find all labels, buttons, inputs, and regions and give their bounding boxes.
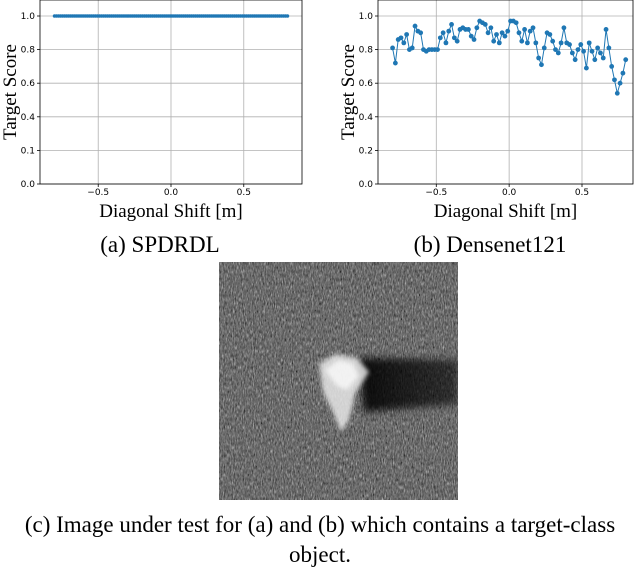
ytick-label-a-5: 1.0 bbox=[21, 12, 36, 22]
data-point-b-38 bbox=[496, 40, 502, 46]
ytick-label-a-3: 0.6 bbox=[21, 79, 36, 89]
data-point-b-66 bbox=[575, 47, 581, 52]
ylabel-b: Target Score bbox=[338, 44, 359, 140]
xtick-label-a-1: 0.0 bbox=[164, 188, 179, 198]
xtick-label-a-2: 0.5 bbox=[237, 188, 251, 198]
data-point-b-58 bbox=[553, 47, 558, 52]
data-point-b-44 bbox=[513, 20, 519, 26]
ytick-label-b-1: 0.2 bbox=[359, 146, 373, 156]
data-point-b-22 bbox=[451, 35, 457, 41]
data-point-b-8 bbox=[412, 23, 418, 29]
data-point-b-7 bbox=[409, 45, 415, 51]
data-point-b-4 bbox=[401, 40, 407, 46]
data-point-b-36 bbox=[491, 38, 497, 44]
data-point-b-50 bbox=[530, 25, 536, 31]
data-point-a-119 bbox=[285, 14, 290, 18]
data-point-b-16 bbox=[435, 47, 440, 52]
sonar-image-graphic bbox=[219, 262, 458, 500]
xtick-label-b-2: 0.5 bbox=[575, 188, 589, 198]
data-point-b-49 bbox=[527, 28, 533, 34]
data-point-b-41 bbox=[505, 28, 511, 34]
caption-c: (c) Image under test for (a) and (b) whi… bbox=[24, 512, 616, 567]
data-point-b-81 bbox=[617, 80, 623, 86]
data-point-b-28 bbox=[468, 33, 474, 39]
data-point-b-71 bbox=[589, 48, 595, 54]
data-point-b-68 bbox=[581, 48, 586, 54]
data-point-b-23 bbox=[454, 38, 460, 44]
data-point-b-79 bbox=[612, 77, 617, 83]
ytick-label-a-0: 0.0 bbox=[21, 180, 36, 190]
data-point-b-72 bbox=[592, 57, 598, 63]
data-point-b-61 bbox=[561, 25, 567, 31]
caption-a: (a) SPDRDL bbox=[100, 232, 220, 257]
ylabel-a: Target Score bbox=[0, 44, 21, 140]
ytick-label-a-2: 0.4 bbox=[21, 113, 36, 123]
data-point-b-73 bbox=[595, 45, 601, 51]
plot-frame-b bbox=[377, 0, 634, 185]
ytick-label-b-3: 0.6 bbox=[359, 79, 374, 89]
data-point-b-29 bbox=[471, 37, 477, 42]
data-point-b-54 bbox=[541, 45, 547, 51]
data-point-b-3 bbox=[398, 35, 404, 41]
ytick-label-b-0: 0.0 bbox=[359, 180, 374, 190]
data-point-b-83 bbox=[623, 57, 629, 63]
data-point-b-39 bbox=[499, 30, 505, 36]
data-point-b-17 bbox=[437, 35, 443, 41]
data-point-b-33 bbox=[482, 22, 488, 27]
data-point-b-67 bbox=[578, 42, 584, 47]
data-point-b-65 bbox=[572, 57, 578, 63]
data-point-b-27 bbox=[466, 27, 471, 32]
xtick-label-b-0: −0.5 bbox=[425, 188, 447, 198]
caption-b: (b) Densenet121 bbox=[413, 232, 567, 257]
data-point-b-34 bbox=[485, 30, 491, 36]
xlabel-b: Diagonal Shift [m] bbox=[434, 201, 578, 222]
data-point-b-21 bbox=[449, 22, 454, 27]
data-point-b-82 bbox=[620, 70, 626, 76]
ytick-label-b-2: 0.4 bbox=[359, 113, 374, 123]
chart-a: 0.0 0.1 0.4 0.6 0.8 1.0 −0.5 0.0 0.5 Diagonal Shi… bbox=[0, 0, 303, 222]
xtick-label-a-0: −0.5 bbox=[87, 188, 109, 198]
data-point-b-48 bbox=[525, 40, 530, 46]
data-point-b-80 bbox=[614, 90, 620, 96]
data-point-b-56 bbox=[547, 32, 553, 37]
ytick-label-a-4: 0.8 bbox=[21, 46, 36, 56]
data-point-b-57 bbox=[550, 38, 556, 44]
data-point-b-37 bbox=[494, 32, 499, 37]
data-point-b-51 bbox=[533, 40, 539, 46]
ytick-label-b-5: 1.0 bbox=[359, 12, 374, 22]
data-point-b-75 bbox=[600, 55, 606, 61]
data-point-b-53 bbox=[539, 62, 544, 68]
data-point-b-40 bbox=[502, 33, 508, 39]
data-point-b-52 bbox=[536, 55, 542, 61]
data-point-b-10 bbox=[418, 30, 424, 36]
sonar-image bbox=[219, 262, 458, 500]
data-point-b-45 bbox=[516, 30, 522, 36]
data-point-b-70 bbox=[586, 40, 592, 46]
data-point-b-0 bbox=[390, 45, 395, 51]
data-point-b-20 bbox=[446, 28, 452, 34]
data-point-b-69 bbox=[583, 65, 589, 71]
data-point-b-47 bbox=[522, 27, 527, 32]
data-point-b-35 bbox=[488, 25, 494, 31]
data-point-b-76 bbox=[603, 27, 609, 32]
data-point-b-5 bbox=[404, 32, 410, 37]
data-point-b-18 bbox=[440, 30, 446, 36]
xlabel-a: Diagonal Shift [m] bbox=[99, 201, 243, 222]
data-point-b-60 bbox=[558, 40, 564, 46]
data-point-b-64 bbox=[569, 50, 575, 56]
data-point-b-78 bbox=[609, 64, 615, 69]
ytick-label-b-4: 0.8 bbox=[359, 46, 374, 56]
data-point-b-77 bbox=[606, 45, 612, 51]
ytick-label-a-1: 0.1 bbox=[21, 146, 35, 156]
chart-b: 0.0 0.2 0.4 0.6 0.8 1.0 −0.5 0.0 0.5 Diagonal Shi… bbox=[338, 0, 634, 222]
data-point-b-1 bbox=[392, 60, 398, 66]
data-point-b-59 bbox=[555, 50, 561, 56]
xtick-label-b-1: 0.0 bbox=[502, 188, 517, 198]
data-point-b-46 bbox=[519, 38, 525, 44]
data-point-b-74 bbox=[598, 50, 603, 56]
data-point-b-30 bbox=[474, 25, 480, 31]
data-point-b-63 bbox=[567, 42, 572, 47]
data-point-b-19 bbox=[443, 40, 449, 46]
